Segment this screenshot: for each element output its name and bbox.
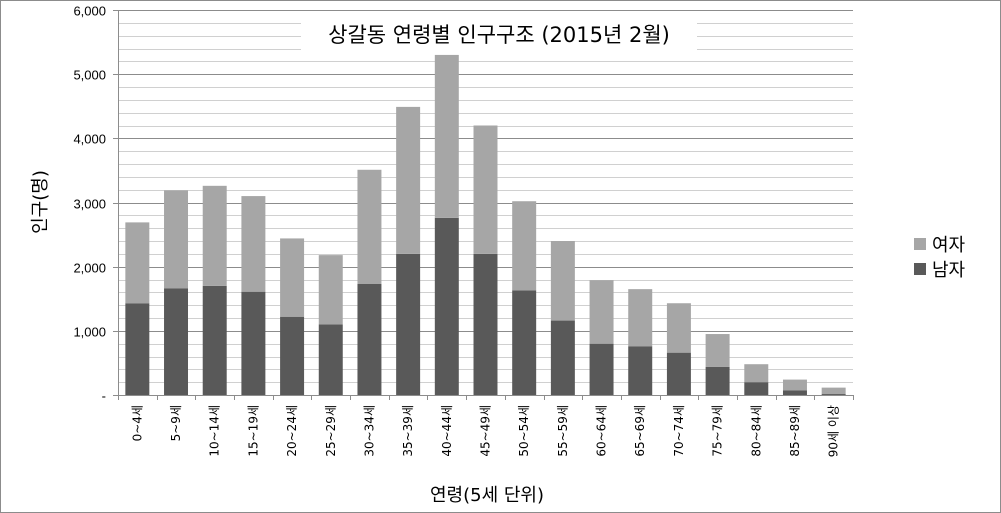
y-tick-labels: - 1,000 2,000 3,000 4,000 5,000 6,000 [73,4,118,404]
bar-female [782,379,807,391]
y-tick-label: 4,000 [73,132,106,147]
x-tick-label: 70~74세 [672,405,686,457]
legend-swatch-male [914,263,926,275]
legend: 여자 남자 [914,235,966,281]
bar-male [357,283,382,395]
bar-female [821,387,846,395]
x-tick-label: 35~39세 [401,405,415,457]
bar-male [280,316,305,395]
title-background [301,14,697,54]
bar-male [744,382,769,395]
axes [118,10,853,396]
bar-female [512,201,537,291]
bar-male [512,290,537,395]
y-tick-label: 3,000 [73,197,106,212]
bar-female [357,169,382,284]
y-tick-label: 6,000 [73,4,106,19]
bar-male [666,352,691,395]
bar-male [396,253,421,395]
bar-male [782,390,807,395]
x-tick-label: 0~4세 [130,405,144,441]
x-tick-label: 15~19세 [246,405,260,457]
chart-title: 상갈동 연령별 인구구조 (2015년 2월) [328,23,670,47]
bar-female [744,364,769,383]
bar-female [202,185,227,286]
x-tick-label: 45~49세 [479,405,493,457]
legend-label-female: 여자 [932,235,966,256]
x-tick-label: 5~9세 [169,405,183,441]
x-tick-labels: 0~4세 5~9세 10~14세 15~19세 20~24세 25~29세 30~34세 35… [118,395,854,457]
x-tick-label: 80~84세 [749,405,763,457]
y-tick-label: 2,000 [73,261,106,276]
x-tick-label: 55~59세 [556,405,570,457]
bar-female [396,106,421,254]
x-tick-label: 50~54세 [517,405,531,457]
x-tick-label: 25~29세 [324,405,338,457]
y-tick-label: - [102,389,106,404]
bar-male [550,320,575,395]
bar-female [550,241,575,321]
legend-label-male: 남자 [932,260,966,281]
bar-female [666,303,691,353]
bar-male [705,366,730,395]
bar-female [241,196,266,292]
y-axis-label: 인구(명) [30,170,51,234]
bar-male [202,285,227,395]
x-tick-label: 30~34세 [362,405,376,457]
x-axis-label: 연령(5세 단위) [430,485,544,506]
bar-female [125,222,150,304]
bar-female [628,289,653,347]
x-tick-label: 10~14세 [208,405,222,457]
bar-male [241,291,266,395]
bar-female [705,334,730,367]
x-tick-label: 90세 이상 [827,405,841,457]
bar-female [280,238,305,317]
bar-female [318,255,343,325]
bar-female [589,280,614,344]
x-tick-label: 60~64세 [595,405,609,457]
bar-male [434,217,459,395]
bar-male [318,324,343,395]
x-tick-label: 75~79세 [711,405,725,457]
x-tick-label: 20~24세 [285,405,299,457]
x-tick-label: 40~44세 [440,405,454,457]
bars [125,54,846,395]
x-tick-label: 85~89세 [788,405,802,457]
bar-male [821,394,846,395]
bar-male [589,343,614,395]
bar-male [628,346,653,395]
y-tick-label: 1,000 [73,325,106,340]
bar-female [434,54,459,218]
x-tick-label: 65~69세 [633,405,647,457]
bar-male [164,288,189,395]
legend-swatch-female [914,238,926,250]
bar-female [164,190,189,289]
bar-female [473,125,498,254]
bar-male [473,253,498,395]
y-tick-label: 5,000 [73,68,106,83]
bar-male [125,303,150,395]
